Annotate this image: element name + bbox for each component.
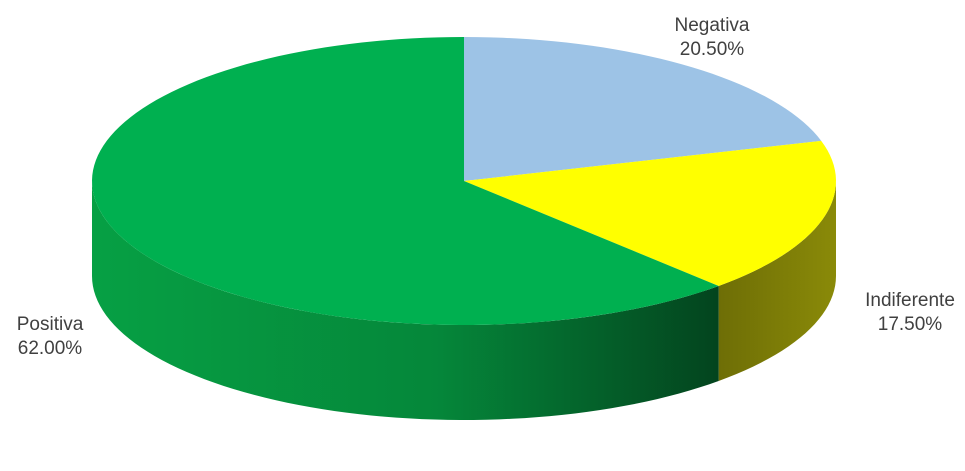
data-label-value: 17.50% [878,314,943,335]
pie-slice-negativa [464,37,822,181]
data-label-name: Indiferente [865,290,955,311]
pie-slice-indiferente [464,140,836,286]
pie-slice-positiva [92,37,719,325]
pie-sides [92,181,836,420]
data-label-value: 20.50% [680,39,745,60]
pie-side-positiva [92,181,719,420]
data-label-negativa: Negativa 20.50% [675,15,750,60]
data-label-indiferente: Indiferente 17.50% [865,290,955,335]
pie-labels: Negativa 20.50% Indiferente 17.50% Positiva 6… [17,15,955,359]
data-label-name: Negativa [675,15,750,36]
pie-side-indiferente [718,181,836,381]
data-label-name: Positiva [17,314,84,335]
data-label-positiva: Positiva 62.00% [17,314,84,359]
data-label-value: 62.00% [18,338,83,359]
pie-tops [92,37,836,325]
